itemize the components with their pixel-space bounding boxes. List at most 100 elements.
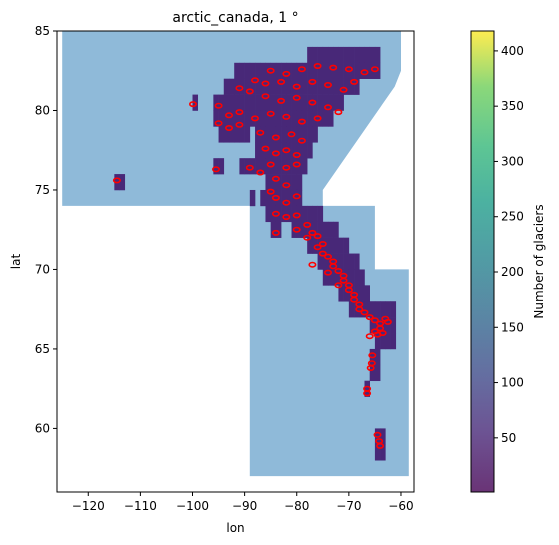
glacier-outline xyxy=(256,129,265,136)
glacier-cell xyxy=(255,94,261,111)
glacier-cell xyxy=(244,126,251,143)
glacier-cell xyxy=(317,205,324,223)
glacier-outline xyxy=(271,150,280,157)
glacier-outline xyxy=(334,109,343,116)
glacier-cell xyxy=(380,428,386,445)
glacier-outline xyxy=(266,67,275,74)
glacier-cell xyxy=(322,46,329,64)
glacier-cell xyxy=(281,78,287,95)
colorbar-tick-label: 300 xyxy=(501,154,524,168)
glacier-cell xyxy=(281,174,287,191)
glacier-outline xyxy=(245,88,254,95)
glacier-outline xyxy=(350,296,359,303)
glacier-cell xyxy=(291,94,298,111)
glacier-cell xyxy=(249,78,256,95)
glacier-cell xyxy=(218,126,225,143)
glacier-cell xyxy=(301,94,308,111)
y-tick-label: 65 xyxy=(35,342,50,356)
glacier-cell xyxy=(348,301,355,318)
glacier-outline xyxy=(360,69,369,76)
glacier-cell xyxy=(322,110,329,127)
glacier-cell xyxy=(275,126,282,143)
colorbar-ticks: 50 100 150 200 250 300 350 400 xyxy=(494,44,524,445)
glacier-outline xyxy=(376,442,385,449)
glacier-outline xyxy=(225,125,234,132)
x-tick-label: −80 xyxy=(284,499,309,513)
glacier-cell xyxy=(270,78,277,95)
glacier-cell xyxy=(328,110,334,127)
glacier-cell xyxy=(312,126,318,143)
glacier-outline xyxy=(261,93,270,100)
colorbar-tick-label: 350 xyxy=(501,99,524,113)
glacier-cell xyxy=(343,253,350,270)
glacier-cell xyxy=(354,62,360,79)
glacier-cell xyxy=(239,158,245,175)
colorbar-tick-label: 150 xyxy=(501,320,524,334)
glacier-cell xyxy=(328,269,334,286)
glacier-outline xyxy=(292,83,301,90)
glacier-cell xyxy=(249,189,256,207)
plot-frame xyxy=(56,30,415,493)
glacier-cell xyxy=(270,126,277,143)
glacier-cell xyxy=(213,110,219,127)
glacier-cell xyxy=(338,78,344,95)
glacier-cell xyxy=(374,444,381,461)
glacier-outline xyxy=(292,193,301,200)
glacier-cell xyxy=(328,237,334,254)
glacier-cell xyxy=(286,62,292,79)
glacier-outline xyxy=(308,78,317,85)
glacier-cell xyxy=(348,78,355,95)
glacier-cell xyxy=(286,94,292,111)
glacier-cell xyxy=(354,253,360,270)
glacier-cell xyxy=(380,444,386,461)
glacier-cell xyxy=(359,269,365,286)
glacier-cell xyxy=(322,221,329,238)
glacier-cell xyxy=(322,94,329,111)
glacier-outline xyxy=(297,66,306,73)
glacier-outline xyxy=(308,229,317,236)
glacier-cell xyxy=(260,78,266,95)
glacier-cell xyxy=(218,158,225,175)
glacier-outline xyxy=(323,269,332,276)
glacier-outline xyxy=(235,121,244,128)
glacier-cell xyxy=(338,94,344,111)
glacier-cell xyxy=(218,110,225,127)
glacier-cell xyxy=(338,285,344,302)
glacier-cell xyxy=(234,110,240,127)
glacier-outline xyxy=(292,226,301,233)
glacier-outline xyxy=(277,97,286,104)
glacier-cell xyxy=(275,62,282,79)
glacier-cell xyxy=(239,62,245,79)
glacier-cell xyxy=(390,301,397,318)
glacier-cell xyxy=(374,364,381,382)
glacier-cell xyxy=(328,62,334,79)
glacier-outline xyxy=(329,64,338,71)
glacier-cell xyxy=(385,317,391,334)
glacier-cell xyxy=(312,62,318,79)
glacier-outline xyxy=(344,287,353,294)
glacier-outline xyxy=(318,250,327,257)
glacier-cell xyxy=(275,110,282,127)
glacier-cell xyxy=(380,301,386,318)
glacier-cell xyxy=(244,78,251,95)
x-tick-label: −70 xyxy=(336,499,361,513)
glacier-outline xyxy=(256,169,265,176)
glacier-outline xyxy=(308,261,317,268)
glacier-outline xyxy=(308,99,317,106)
glacier-outline xyxy=(368,352,377,359)
glacier-cell xyxy=(260,62,266,79)
glacier-cell xyxy=(281,205,287,223)
glacier-outline xyxy=(313,115,322,122)
glacier-outline xyxy=(225,112,234,119)
glacier-outline xyxy=(373,431,382,438)
glacier-outline xyxy=(360,309,369,316)
glacier-cell xyxy=(364,301,370,318)
glacier-outline xyxy=(251,115,260,122)
glacier-cell xyxy=(307,46,313,64)
x-tick-label: −120 xyxy=(72,499,105,513)
glacier-cell xyxy=(317,78,324,95)
glacier-outline xyxy=(266,161,275,168)
glacier-cell xyxy=(369,317,376,334)
glacier-outline xyxy=(282,182,291,189)
glacier-outline xyxy=(214,102,223,109)
